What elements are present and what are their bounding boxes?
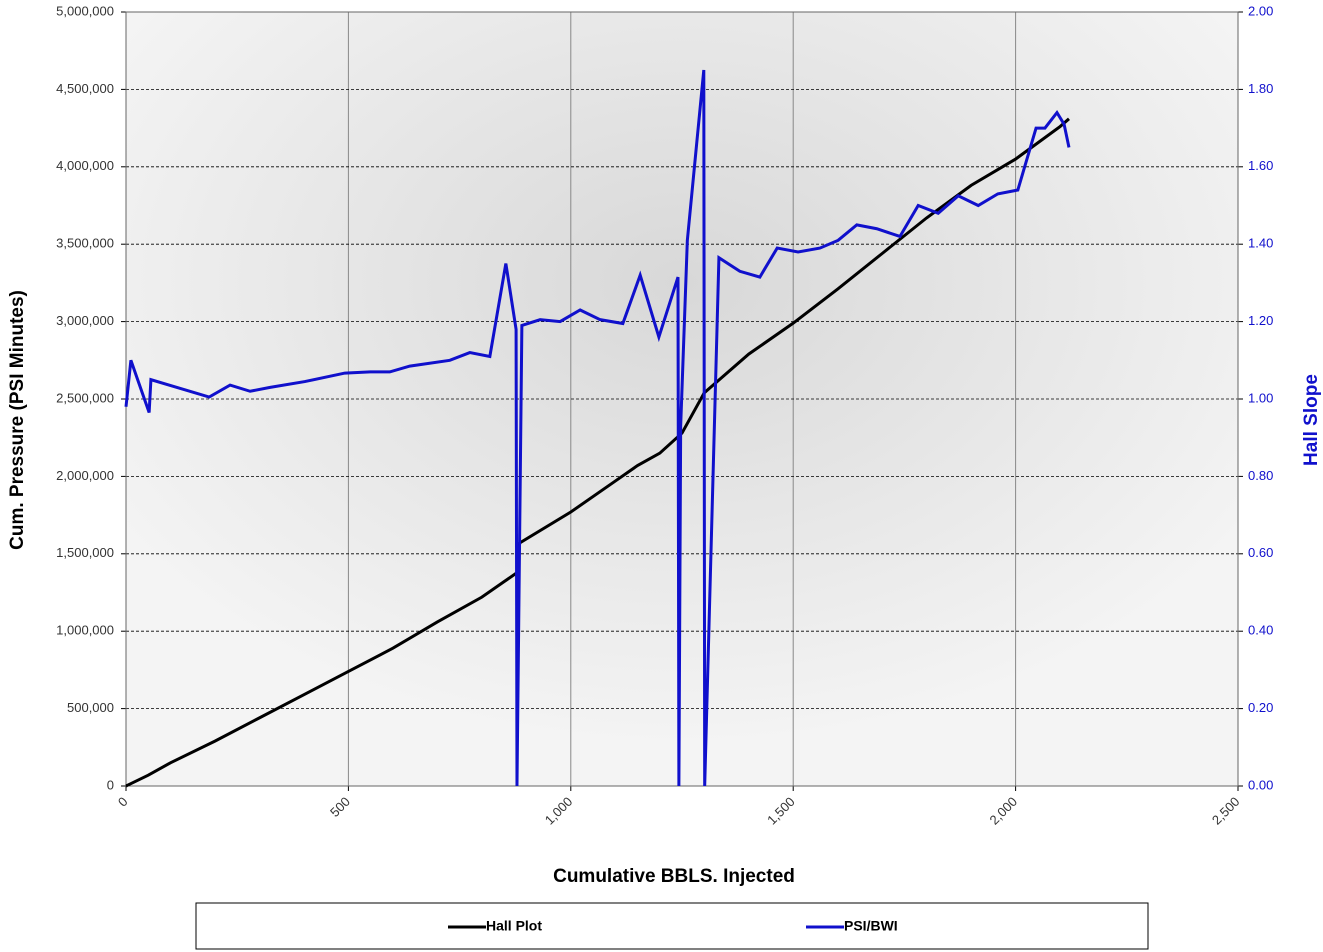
y2-axis-label: Hall Slope <box>1301 374 1322 466</box>
x-tick-label: 1,000 <box>542 794 576 828</box>
x-axis-label: Cumulative BBLS. Injected <box>553 866 795 887</box>
y-tick-label: 3,500,000 <box>56 236 114 251</box>
legend-label: PSI/BWI <box>844 918 898 934</box>
y2-tick-label: 1.00 <box>1248 390 1273 405</box>
series-line <box>124 69 1071 787</box>
y-tick-label: 3,000,000 <box>56 313 114 328</box>
x-tick-label: 500 <box>327 794 353 820</box>
y2-tick-label: 1.80 <box>1248 81 1273 96</box>
y-tick-label: 2,500,000 <box>56 390 114 405</box>
y-tick-label: 1,500,000 <box>56 545 114 560</box>
x-tick-label: 2,500 <box>1209 794 1243 828</box>
y2-tick-label: 1.20 <box>1248 313 1273 328</box>
series-line <box>125 117 1070 788</box>
x-tick-label: 1,500 <box>764 794 798 828</box>
x-tick-label: 0 <box>115 794 131 810</box>
y2-tick-label: 1.40 <box>1248 236 1273 251</box>
y2-tick-label: 0.40 <box>1248 623 1273 638</box>
legend-label: Hall Plot <box>486 918 542 934</box>
legend-box <box>195 902 1149 950</box>
y2-tick-label: 2.00 <box>1248 3 1273 18</box>
y-tick-label: 500,000 <box>67 700 114 715</box>
y-tick-label: 4,000,000 <box>56 158 114 173</box>
y2-tick-label: 0.60 <box>1248 545 1273 560</box>
y-tick-label: 1,000,000 <box>56 623 114 638</box>
y2-tick-label: 0.80 <box>1248 468 1273 483</box>
y-tick-label: 4,500,000 <box>56 81 114 96</box>
y-tick-label: 0 <box>107 777 114 792</box>
x-tick-label: 2,000 <box>987 794 1021 828</box>
y-tick-label: 5,000,000 <box>56 3 114 18</box>
y2-tick-label: 1.60 <box>1248 158 1273 173</box>
y2-tick-label: 0.00 <box>1248 777 1273 792</box>
y2-tick-label: 0.20 <box>1248 700 1273 715</box>
y-axis-label: Cum. Pressure (PSI Minutes) <box>7 290 28 550</box>
y-tick-label: 2,000,000 <box>56 468 114 483</box>
